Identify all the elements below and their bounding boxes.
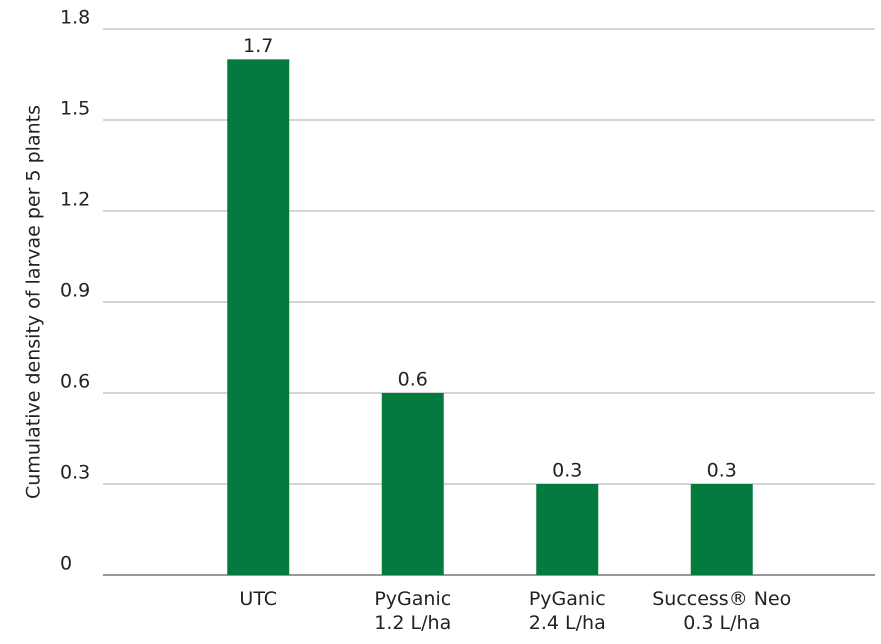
y-tick-label: 1.2 bbox=[60, 189, 90, 211]
y-tick-label: 0.3 bbox=[60, 462, 90, 484]
bar bbox=[536, 484, 599, 575]
x-tick-label: Success® Neo 0.3 L/ha bbox=[652, 588, 792, 634]
y-tick-label: 0.6 bbox=[60, 371, 90, 393]
y-axis-label: Cumulative density of larvae per 5 plant… bbox=[23, 105, 45, 499]
x-tick-label: UTC bbox=[239, 588, 278, 610]
bar bbox=[227, 59, 290, 576]
y-tick-label: 0 bbox=[60, 553, 72, 575]
y-tick-label: 0.9 bbox=[60, 280, 90, 302]
bar bbox=[690, 484, 753, 575]
y-tick-label: 1.5 bbox=[60, 98, 90, 120]
x-tick-label: PyGanic 2.4 L/ha bbox=[528, 588, 606, 634]
y-tick-label: 1.8 bbox=[60, 7, 90, 29]
value-label: 0.3 bbox=[552, 460, 582, 482]
value-label: 1.7 bbox=[243, 35, 273, 57]
x-tick-label: PyGanic 1.2 L/ha bbox=[374, 588, 452, 634]
value-label: 0.3 bbox=[707, 460, 737, 482]
value-label: 0.6 bbox=[398, 369, 428, 391]
bar bbox=[381, 393, 444, 575]
